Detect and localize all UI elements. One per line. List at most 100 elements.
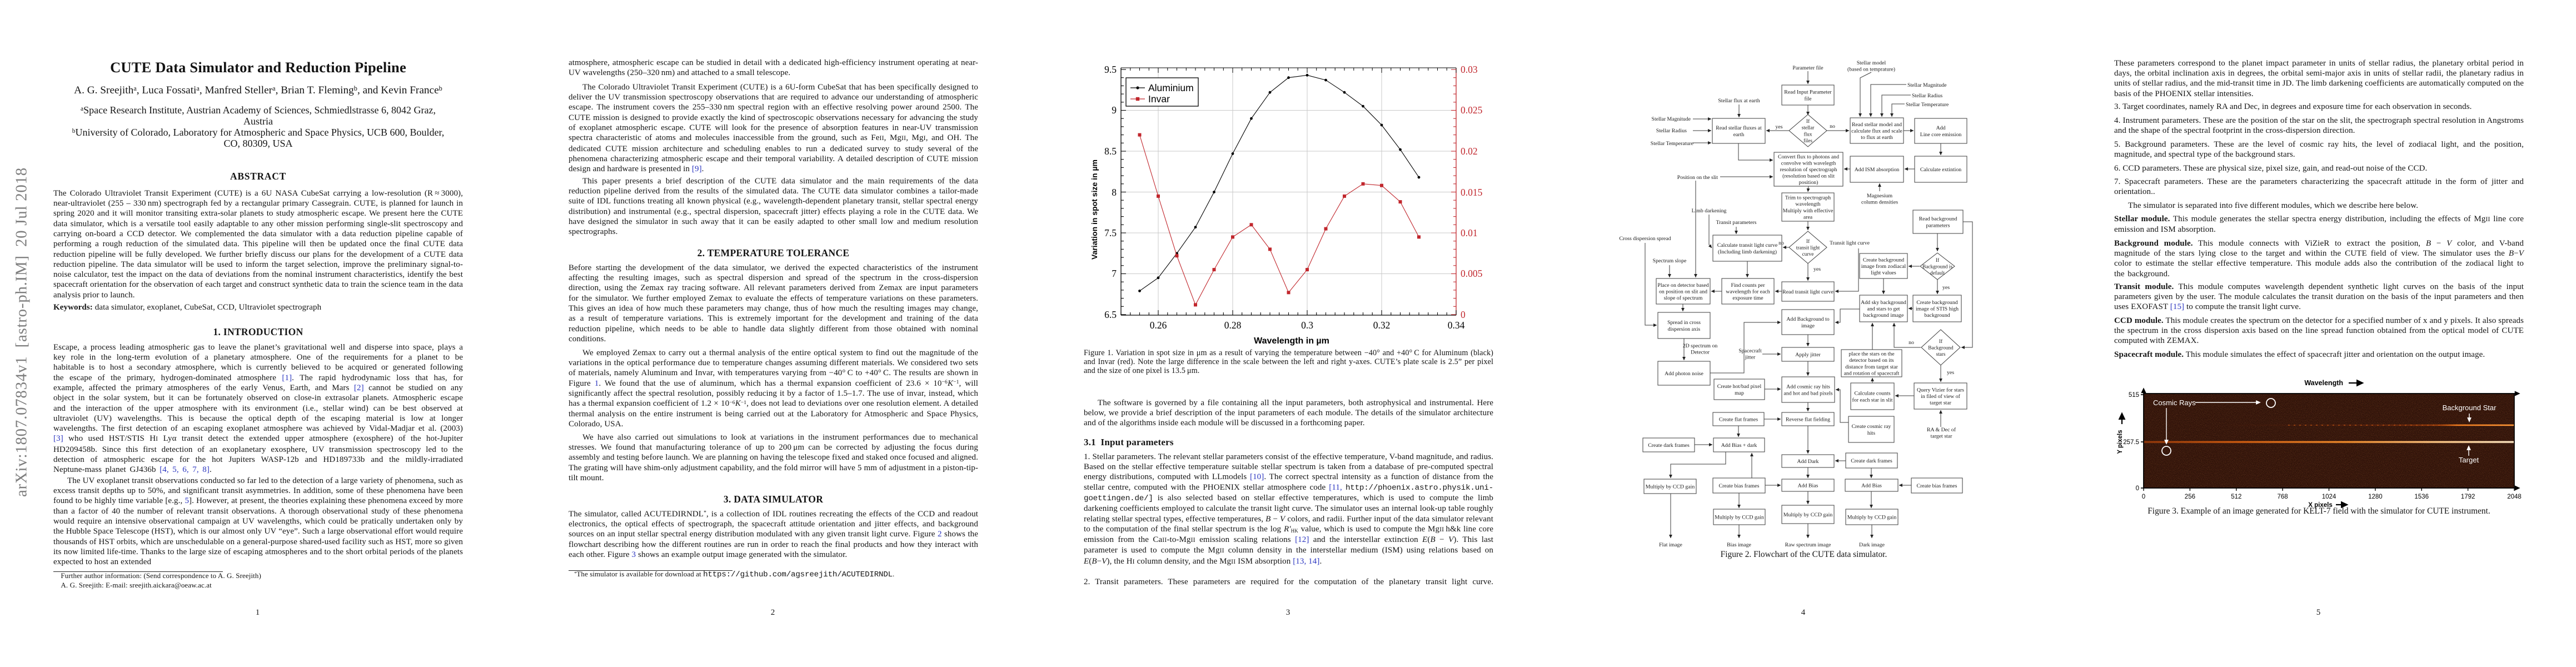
svg-text:wavelength: wavelength [1795,201,1820,207]
svg-text:X pixels: X pixels [2308,502,2332,509]
svg-text:Multiply by CCD gain: Multiply by CCD gain [1783,512,1833,518]
svg-text:Multiply with effective: Multiply with effective [1783,208,1833,214]
svg-text:Stellar Magnitude: Stellar Magnitude [1652,116,1691,122]
svg-text:area: area [1803,214,1813,220]
svg-text:dispersion axis: dispersion axis [1668,326,1701,332]
svg-text:0.26: 0.26 [1150,320,1167,331]
svg-text:Create bias frames: Create bias frames [1917,483,1957,489]
svg-text:0.015: 0.015 [1461,187,1483,198]
svg-text:stellar: stellar [1802,126,1815,131]
svg-text:Calculate counts: Calculate counts [1854,391,1890,397]
svg-text:Raw spectrum image: Raw spectrum image [1785,542,1831,548]
svg-text:0.005: 0.005 [1461,268,1483,279]
svg-text:image of STIS high: image of STIS high [1916,306,1959,312]
svg-text:9: 9 [1112,104,1117,116]
svg-text:Magnesium: Magnesium [1867,193,1893,199]
svg-text:map: map [1735,390,1744,396]
svg-text:calculate flux and scale: calculate flux and scale [1851,128,1902,135]
svg-text:curve: curve [1802,252,1814,257]
svg-text:Read transit light curve: Read transit light curve [1782,289,1833,295]
svg-text:Read background: Read background [1919,216,1957,222]
svg-text:detector based on its: detector based on its [1849,357,1894,364]
svg-text:Add Background to: Add Background to [1786,316,1829,322]
svg-text:Dark image: Dark image [1859,542,1885,548]
svg-text:column densities: column densities [1861,200,1898,206]
svg-text:Background Star: Background Star [2443,404,2497,412]
svg-text:1536: 1536 [2414,494,2429,500]
svg-text:Multiply by CCD gain: Multiply by CCD gain [1715,515,1764,521]
svg-text:position): position) [1799,180,1818,186]
svg-text:Target: Target [2459,456,2479,464]
svg-text:Background is: Background is [1922,265,1952,270]
svg-text:no: no [1830,123,1835,130]
svg-text:Calculate extintion: Calculate extintion [1920,167,1961,173]
svg-text:Stellar flux at earth: Stellar flux at earth [1718,98,1760,104]
svg-text:RA & Dec of: RA & Dec of [1927,427,1956,433]
svg-text:Aluminium: Aluminium [1148,82,1194,93]
svg-text:256: 256 [2185,494,2195,500]
svg-text:If: If [1806,238,1810,245]
svg-text:to flux at earth: to flux at earth [1861,135,1893,141]
svg-text:Create flat frames: Create flat frames [1719,417,1758,423]
svg-text:yes: yes [1775,124,1782,130]
svg-text:Add photon noise: Add photon noise [1665,371,1703,377]
svg-text:Stellar Magnitude: Stellar Magnitude [1907,82,1947,88]
svg-text:Add: Add [1936,125,1946,131]
svg-text:light values: light values [1871,270,1896,276]
svg-text:yes: yes [1813,266,1821,272]
svg-text:convolve with wavelegth: convolve with wavelegth [1781,160,1836,166]
svg-text:0.025: 0.025 [1461,104,1483,116]
svg-text:Transit light curve: Transit light curve [1830,240,1870,246]
svg-text:parameters: parameters [1926,222,1950,228]
svg-text:stars: stars [1936,352,1945,357]
svg-text:Trim to spectrograph: Trim to spectrograph [1785,195,1831,201]
svg-text:Spectrum slope: Spectrum slope [1653,258,1687,264]
svg-text:257.5: 257.5 [2123,439,2139,446]
svg-text:Multiply by CCD gain: Multiply by CCD gain [1847,515,1897,521]
svg-text:If: If [1939,339,1943,345]
svg-text:Background: Background [1928,346,1954,351]
svg-text:Parameter file: Parameter file [1792,65,1823,71]
svg-text:Create bias frames: Create bias frames [1719,483,1760,489]
svg-text:exposure time: exposure time [1732,295,1763,301]
svg-text:0.3: 0.3 [1301,320,1313,331]
svg-text:Add Bias + dark: Add Bias + dark [1721,442,1757,449]
svg-text:place the stars on the: place the stars on the [1848,351,1895,357]
svg-text:target star: target star [1931,434,1952,440]
svg-text:1280: 1280 [2368,494,2383,500]
svg-text:515: 515 [2129,392,2139,399]
svg-text:and stars to get: and stars to get [1867,306,1900,312]
svg-text:7.5: 7.5 [1104,227,1117,238]
svg-text:Create cosmic ray: Create cosmic ray [1852,424,1891,430]
svg-text:transit light: transit light [1796,246,1820,251]
svg-text:0.03: 0.03 [1461,64,1478,75]
svg-text:2D spectrum on: 2D spectrum on [1683,343,1718,349]
svg-text:8: 8 [1112,187,1117,198]
svg-text:Add sky background: Add sky background [1861,300,1906,306]
svg-text:Apply jitter: Apply jitter [1795,352,1821,358]
svg-text:Limb darkening: Limb darkening [1692,208,1727,214]
svg-text:Add cosmic ray hits: Add cosmic ray hits [1786,384,1830,390]
svg-text:Read stellar fluxes at: Read stellar fluxes at [1716,125,1762,131]
svg-text:and rotation of spacecraft: and rotation of spacecraft [1844,370,1900,376]
svg-text:Invar: Invar [1148,93,1170,104]
svg-text:Detector: Detector [1691,350,1710,356]
svg-text:(resolution based on slit: (resolution based on slit [1782,173,1835,180]
svg-text:Create background: Create background [1863,257,1904,263]
svg-text:Find counts per: Find counts per [1731,282,1766,288]
svg-text:768: 768 [2278,494,2288,500]
svg-text:Spread in cross: Spread in cross [1667,320,1701,326]
svg-text:Flat image: Flat image [1659,542,1682,548]
svg-text:and hot and bad pixels: and hot and bad pixels [1783,390,1832,396]
svg-text:0: 0 [1461,309,1466,320]
svg-text:Stellar Radius: Stellar Radius [1912,93,1942,99]
svg-text:Cross dispersion spread: Cross dispersion spread [1619,236,1671,242]
svg-text:Query Vizier for stars: Query Vizier for stars [1917,387,1964,393]
svg-text:Spacecraft: Spacecraft [1738,348,1762,354]
svg-text:Transit parameters: Transit parameters [1716,220,1757,226]
svg-text:Stellar Radius: Stellar Radius [1656,128,1687,134]
svg-text:Multiply by CCD gain: Multiply by CCD gain [1646,484,1695,490]
svg-text:Create dark frames: Create dark frames [1648,442,1690,449]
svg-text:Convert flux to photons and: Convert flux to photons and [1778,154,1839,160]
svg-text:Bias image: Bias image [1727,542,1751,548]
